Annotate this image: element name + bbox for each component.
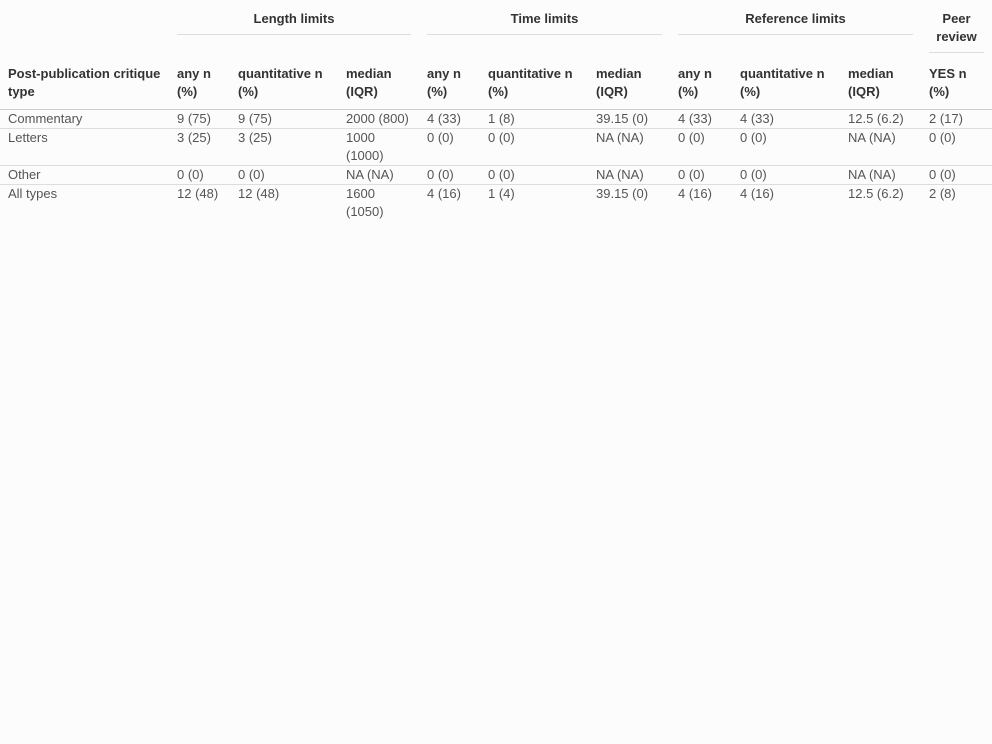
- cell-peer-yes: 2 (8): [929, 186, 956, 201]
- cell-peer-yes: 2 (17): [921, 109, 992, 129]
- column-header-length-quantitative: quantitative n (%): [230, 59, 338, 110]
- cell-type: All types: [8, 186, 58, 201]
- group-header-length-label: Length limits: [177, 10, 411, 35]
- cell-time-any: 0 (0): [419, 165, 480, 185]
- cell-time-median: 39.15 (0): [588, 109, 671, 129]
- column-header-length-median: median (IQR): [338, 59, 419, 110]
- cell-time-quantitative: 0 (0): [480, 165, 588, 185]
- group-header-peer: Peer review: [921, 6, 992, 59]
- table-row: Letters 3 (25) 3 (25) 1000 (1000) 0 (0) …: [0, 128, 992, 166]
- cell-peer-yes: 0 (0): [921, 128, 992, 166]
- cell-type: Other: [0, 165, 169, 185]
- cell-length-median: 2000 (800): [338, 109, 419, 129]
- column-header-time-quantitative: quantitative n (%): [480, 59, 588, 110]
- table-container: Length limits Time limits Reference limi…: [0, 0, 992, 221]
- cell-peer-yes: 0 (0): [921, 165, 992, 185]
- column-header-row: Post-publication critique type any n (%)…: [0, 59, 992, 110]
- cell-length-quantitative: 0 (0): [230, 165, 338, 185]
- cell-length-any: 3 (25): [169, 128, 230, 166]
- cell-time-quantitative: 1 (4): [488, 186, 515, 201]
- column-header-peer-yes: YES n (%): [921, 59, 992, 110]
- cell-length-any: 0 (0): [169, 165, 230, 185]
- cell-time-any: 4 (16): [427, 186, 461, 201]
- cell-length-quantitative: 12 (48): [238, 186, 280, 201]
- cell-length-median: NA (NA): [338, 165, 419, 185]
- column-header-time-median: median (IQR): [588, 59, 671, 110]
- cell-time-median: NA (NA): [588, 128, 671, 166]
- cell-reference-median: 12.5 (6.2): [840, 109, 922, 129]
- cell-reference-median: NA (NA): [840, 128, 922, 166]
- cell-reference-any: 4 (33): [670, 109, 733, 129]
- cell-length-median: 1000 (1000): [338, 128, 419, 166]
- group-header-length: Length limits: [169, 6, 419, 59]
- cell-reference-median: NA (NA): [840, 165, 922, 185]
- cell-time-median: NA (NA): [588, 165, 671, 185]
- cell-time-quantitative: 1 (8): [480, 109, 588, 129]
- cell-time-any: 0 (0): [419, 128, 480, 166]
- cell-reference-any: 0 (0): [670, 165, 733, 185]
- cell-reference-quantitative: 4 (16): [740, 186, 774, 201]
- cell-reference-quantitative: 0 (0): [732, 128, 841, 166]
- cell-length-quantitative: 9 (75): [230, 109, 338, 129]
- group-header-time: Time limits: [419, 6, 670, 59]
- group-header-time-label: Time limits: [427, 10, 663, 35]
- cell-reference-quantitative: 0 (0): [732, 165, 841, 185]
- critique-limits-table: Length limits Time limits Reference limi…: [0, 6, 992, 221]
- table-row: Other 0 (0) 0 (0) NA (NA) 0 (0) 0 (0) NA…: [0, 165, 992, 185]
- column-header-time-any: any n (%): [419, 59, 480, 110]
- cell-time-median: 39.15 (0): [596, 186, 649, 201]
- group-header-row: Length limits Time limits Reference limi…: [0, 6, 992, 59]
- table-row: Commentary 9 (75) 9 (75) 2000 (800) 4 (3…: [0, 109, 992, 129]
- group-header-reference-label: Reference limits: [678, 10, 914, 35]
- cell-type: Commentary: [0, 109, 169, 129]
- column-header-reference-median: median (IQR): [840, 59, 922, 110]
- cell-reference-median: 12.5 (6.2): [848, 186, 904, 201]
- column-header-type: Post-publication critique type: [0, 59, 169, 110]
- column-header-reference-any: any n (%): [670, 59, 733, 110]
- table-row: All types 12 (48) 12 (48) 1600 (1050) 4 …: [0, 185, 992, 222]
- cell-reference-quantitative: 4 (33): [732, 109, 841, 129]
- column-header-reference-quantitative: quantitative n (%): [732, 59, 841, 110]
- column-header-length-any: any n (%): [169, 59, 230, 110]
- cell-length-median: 1600 (1050): [346, 186, 384, 219]
- cell-time-any: 4 (33): [419, 109, 480, 129]
- cell-length-quantitative: 3 (25): [230, 128, 338, 166]
- cell-length-any: 12 (48): [177, 186, 219, 201]
- cell-type: Letters: [0, 128, 169, 166]
- group-header-empty: [0, 6, 169, 59]
- cell-length-any: 9 (75): [169, 109, 230, 129]
- group-header-peer-label: Peer review: [929, 10, 985, 53]
- group-header-reference: Reference limits: [670, 6, 921, 59]
- cell-time-quantitative: 0 (0): [480, 128, 588, 166]
- cell-reference-any: 0 (0): [670, 128, 733, 166]
- cell-reference-any: 4 (16): [678, 186, 712, 201]
